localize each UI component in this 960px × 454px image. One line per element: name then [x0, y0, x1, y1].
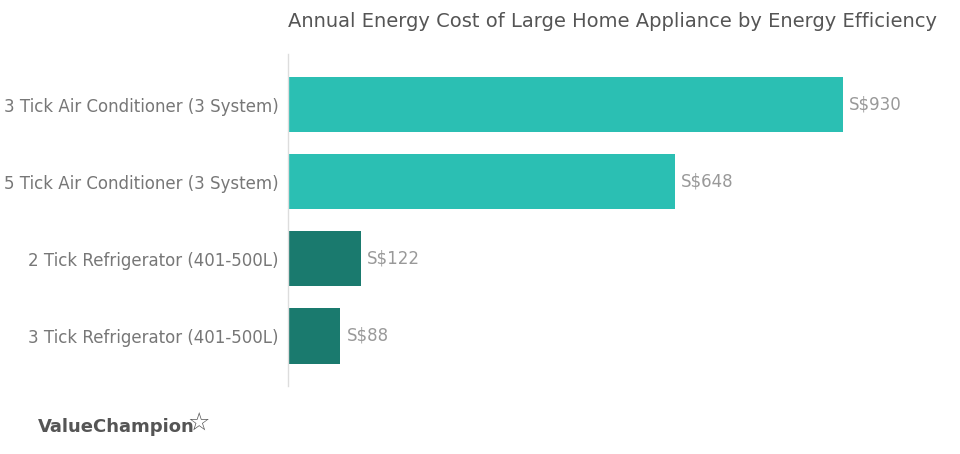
Bar: [288, 231, 361, 286]
Text: ☆: ☆: [187, 412, 209, 436]
Text: ValueChampion: ValueChampion: [38, 418, 195, 436]
Text: S$122: S$122: [367, 250, 420, 268]
Bar: [288, 308, 341, 364]
Text: S$648: S$648: [681, 173, 733, 191]
Bar: [288, 154, 675, 209]
Bar: [288, 77, 843, 132]
Text: S$88: S$88: [347, 327, 389, 345]
Text: S$930: S$930: [849, 96, 901, 114]
Text: Annual Energy Cost of Large Home Appliance by Energy Efficiency: Annual Energy Cost of Large Home Applian…: [288, 12, 937, 31]
